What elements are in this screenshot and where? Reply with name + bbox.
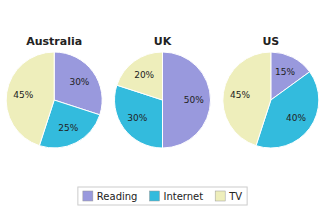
data-label: 20%: [134, 70, 154, 80]
data-label: 40%: [286, 113, 306, 123]
data-label: 30%: [127, 113, 147, 123]
legend-item: Internet: [149, 191, 203, 202]
pie-slice: [223, 52, 271, 146]
legend-swatch: [83, 191, 93, 201]
data-label: 45%: [230, 90, 250, 100]
legend-swatch: [215, 191, 225, 201]
chart-title: US: [262, 35, 279, 48]
data-label: 45%: [13, 90, 33, 100]
data-label: 25%: [58, 123, 78, 133]
legend-frame: [78, 187, 247, 205]
pie-slice: [117, 52, 163, 100]
pie: 30% 25% 45%: [6, 52, 102, 148]
pie-slice: [6, 52, 54, 146]
chart-title: Australia: [26, 35, 82, 48]
legend-label: Reading: [97, 191, 138, 202]
legend-label: Internet: [163, 191, 203, 202]
pie: 15% 40% 45%: [223, 52, 319, 148]
chart-root: 30% 25% 45% Australia 50% 30% 20% UK 15% 40% 45% US…: [0, 0, 325, 212]
chart-title: UK: [154, 35, 172, 48]
pie: 50% 30% 20%: [114, 52, 210, 148]
data-label: 15%: [275, 67, 295, 77]
legend-label: TV: [228, 191, 242, 202]
legend-item: TV: [215, 191, 242, 202]
data-label: 50%: [184, 95, 204, 105]
legend: Reading Internet TV: [78, 187, 247, 205]
legend-swatch: [149, 191, 159, 201]
pie-slice: [163, 52, 211, 148]
data-label: 30%: [69, 77, 89, 87]
legend-item: Reading: [83, 191, 138, 202]
